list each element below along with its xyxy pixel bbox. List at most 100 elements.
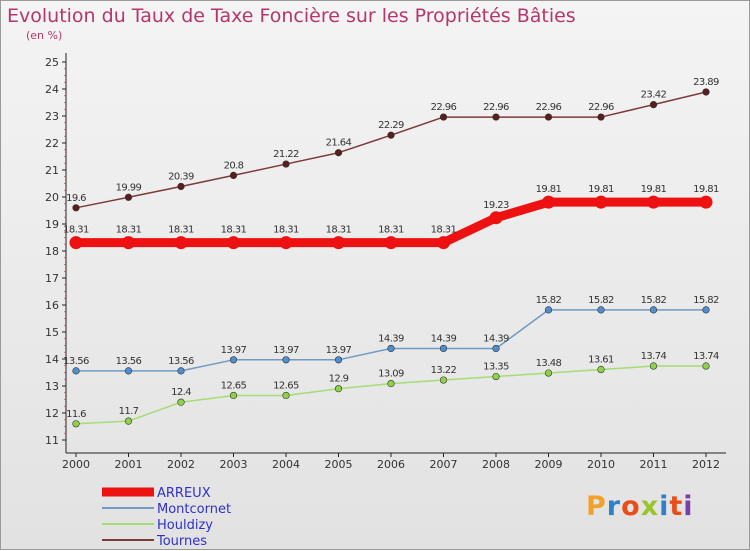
data-point [649, 306, 658, 314]
data-point [229, 171, 238, 179]
legend-label: ARREUX [157, 486, 211, 501]
logo-letter: x [640, 491, 660, 522]
y-tick-label: 14 [45, 353, 59, 366]
logo-letter: i [683, 491, 694, 522]
data-label: 13.22 [431, 365, 457, 376]
data-label: 18.31 [63, 225, 89, 236]
data-point [177, 367, 185, 375]
y-tick-label: 22 [45, 137, 59, 150]
data-label: 19.81 [641, 184, 667, 195]
data-point [594, 195, 608, 209]
data-label: 19.81 [536, 184, 562, 195]
data-label: 21.64 [326, 138, 352, 149]
data-label: 14.39 [483, 333, 509, 344]
data-label: 23.89 [693, 77, 719, 88]
data-label: 22.96 [431, 102, 457, 113]
data-point [174, 236, 188, 250]
data-label: 13.56 [63, 356, 89, 367]
data-point [387, 379, 395, 388]
logo-letter: P [586, 491, 607, 522]
data-point [384, 236, 398, 250]
x-tick-label: 2003 [220, 458, 248, 471]
y-tick-label: 17 [45, 272, 59, 285]
y-tick-label: 15 [45, 326, 59, 339]
x-tick-label: 2006 [377, 458, 405, 471]
legend-item-arreux: ARREUX [102, 486, 211, 501]
data-point [334, 356, 343, 364]
data-point [649, 362, 658, 370]
data-point [437, 236, 450, 250]
logo-letter: r [606, 491, 622, 522]
data-point [227, 236, 240, 250]
x-tick-label: 2010 [587, 458, 615, 471]
legend-label: Montcornet [157, 502, 231, 517]
data-point [69, 236, 83, 250]
data-point [492, 344, 500, 353]
data-label: 15.82 [588, 295, 614, 306]
y-tick-label: 18 [45, 245, 59, 258]
logo-letter: t [669, 491, 684, 522]
x-tick-label: 2008 [482, 458, 510, 471]
data-point [332, 236, 345, 250]
x-tick-label: 2007 [430, 458, 458, 471]
chart-axes: 11 12 13 14 15 16 17 18 19 20 21 22 23 24 25 2000 2001 20… [45, 53, 726, 471]
data-label: 21.22 [273, 149, 299, 160]
data-point [439, 376, 448, 384]
data-label: 13.97 [221, 345, 247, 356]
chart-series: 19.6 19.99 20.39 20.8 21.22 21.64 22.29 22.96 22… [63, 77, 720, 428]
data-point [387, 131, 395, 139]
data-label: 22.96 [536, 102, 562, 113]
y-tick-label: 20 [45, 191, 59, 204]
data-label: 13.74 [641, 351, 667, 362]
data-label: 11.7 [119, 406, 139, 417]
legend-label: Houldizy [157, 518, 213, 533]
legend-item-montcornet: Montcornet [102, 502, 231, 517]
data-label: 13.74 [693, 351, 719, 362]
y-tick-label: 11 [45, 434, 59, 447]
data-point [279, 236, 293, 250]
data-point [282, 391, 290, 400]
data-label: 18.31 [221, 225, 247, 236]
x-tick-label: 2012 [692, 458, 720, 471]
data-label: 13.56 [168, 356, 194, 367]
data-label: 19.6 [66, 193, 86, 204]
data-label: 14.39 [378, 333, 404, 344]
data-point [597, 365, 605, 374]
data-point [177, 182, 185, 191]
y-tick-label: 24 [45, 83, 59, 96]
x-tick-label: 2004 [272, 458, 300, 471]
data-point [699, 195, 713, 209]
data-point [72, 367, 80, 375]
data-label: 13.09 [378, 369, 404, 380]
data-point [439, 344, 448, 353]
series-tournes: 19.6 19.99 20.39 20.8 21.22 21.64 22.29 22.96 22… [66, 77, 720, 212]
data-point [124, 417, 133, 425]
data-point [544, 369, 553, 377]
series-montcornet: 13.56 13.56 13.56 13.97 13.97 13.97 14.39 14.39… [63, 295, 720, 375]
data-point [282, 356, 290, 364]
y-tick-label: 23 [45, 110, 59, 123]
data-label: 12.65 [221, 380, 247, 391]
data-point [439, 113, 448, 121]
data-label: 13.35 [483, 362, 509, 373]
chart-title: Evolution du Taux de Taxe Foncière sur l… [7, 5, 576, 27]
x-tick-label: 2005 [325, 458, 353, 471]
data-point [702, 306, 710, 314]
data-point [489, 211, 503, 225]
y-tick-label: 16 [45, 299, 59, 312]
data-label: 18.31 [326, 225, 352, 236]
data-point [387, 344, 395, 353]
data-point [124, 193, 133, 201]
data-point [597, 306, 605, 314]
data-point [647, 195, 660, 209]
data-label: 13.56 [116, 356, 142, 367]
x-tick-label: 2002 [167, 458, 195, 471]
data-point [177, 398, 185, 406]
data-label: 23.42 [641, 90, 667, 101]
data-label: 18.31 [168, 225, 194, 236]
data-label: 15.82 [536, 295, 562, 306]
data-label: 12.9 [329, 374, 349, 385]
series-houldizy: 11.6 11.7 12.4 12.65 12.65 12.9 13.09 13.22 13.3… [66, 351, 720, 428]
